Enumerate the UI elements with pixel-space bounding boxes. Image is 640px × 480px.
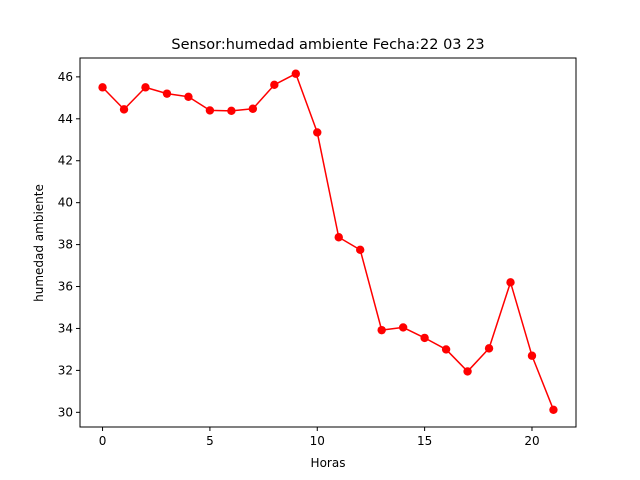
data-point: [484, 344, 494, 353]
y-tick-label: 38: [58, 238, 73, 252]
data-point: [141, 83, 150, 92]
y-tick-label: 44: [58, 112, 73, 126]
y-tick-label: 32: [58, 363, 73, 377]
y-tick-label: 40: [58, 196, 73, 210]
x-tick-label: 0: [99, 434, 107, 448]
x-tick-label: 15: [417, 434, 432, 448]
chart-title: Sensor:humedad ambiente Fecha:22 03 23: [171, 37, 484, 53]
x-tick-label: 10: [310, 434, 325, 448]
y-axis-title: humedad ambiente: [32, 184, 46, 302]
data-point: [119, 105, 129, 114]
y-tick-label: 42: [58, 154, 73, 168]
data-point: [227, 106, 236, 116]
data-point: [205, 106, 215, 115]
y-tick-label: 46: [58, 70, 73, 84]
data-point: [270, 80, 279, 90]
data-point: [463, 367, 472, 376]
x-tick-label: 5: [206, 434, 214, 448]
data-point: [334, 233, 343, 242]
data-point: [441, 345, 451, 354]
data-point: [420, 333, 429, 343]
data-point: [506, 278, 515, 287]
data-point: [377, 325, 386, 335]
data-point: [184, 92, 193, 101]
data-point: [162, 89, 172, 98]
data-point: [356, 245, 365, 255]
series-line: [102, 72, 555, 411]
data-point: [549, 405, 558, 415]
plot-area: 0 5 10 15 20 30 32 34 36 38 40 42 44 46: [58, 57, 577, 448]
data-point: [248, 104, 258, 113]
data-point: [313, 128, 322, 137]
data-point: [98, 83, 107, 92]
y-tick-label: 34: [58, 321, 73, 335]
plot-frame: [79, 57, 577, 428]
data-point: [291, 69, 300, 78]
y-tick-label: 30: [58, 405, 73, 419]
data-point: [527, 351, 537, 360]
data-point: [398, 323, 408, 332]
x-tick-label: 20: [524, 434, 539, 448]
y-tick-label: 36: [58, 280, 73, 294]
x-axis-title: Horas: [311, 456, 346, 470]
